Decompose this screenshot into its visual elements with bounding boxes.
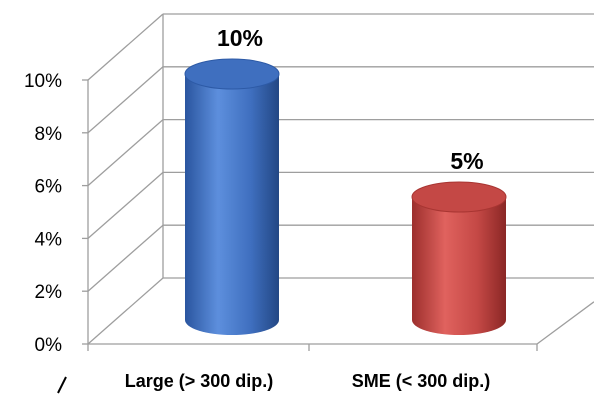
y-tick-label: 2%	[35, 282, 63, 303]
bar-body	[412, 197, 506, 335]
stray-mark	[57, 376, 67, 394]
gridline-diagonal	[87, 66, 164, 134]
gridline-diagonal	[87, 119, 164, 187]
bar-top	[411, 181, 507, 213]
y-tick-label: 10%	[24, 71, 62, 92]
bar-sme	[411, 181, 507, 335]
data-label: 5%	[450, 148, 483, 174]
bar-large	[184, 58, 280, 335]
x-category-label: Large (> 300 dip.)	[125, 371, 274, 391]
bar-body	[185, 74, 279, 335]
floor-edge	[536, 301, 594, 345]
gridlines	[87, 13, 594, 345]
y-tick-label: 8%	[35, 124, 63, 145]
y-tick-label: 6%	[35, 177, 63, 198]
data-label: 10%	[217, 25, 263, 51]
bars	[184, 58, 507, 335]
labels: 10% 5% Large (> 300 dip.) SME (< 300 dip.)	[57, 25, 491, 394]
gridline-diagonal	[87, 224, 164, 292]
bar-top	[184, 58, 280, 90]
x-category-label: SME (< 300 dip.)	[352, 371, 491, 391]
y-axis: 0% 2% 4% 6% 8% 10%	[24, 71, 538, 356]
y-tick-label: 0%	[35, 335, 63, 356]
gridline-diagonal	[87, 13, 164, 81]
gridline-diagonal	[87, 171, 164, 239]
gridline-diagonal	[87, 277, 164, 345]
y-tick-label: 4%	[35, 229, 63, 250]
